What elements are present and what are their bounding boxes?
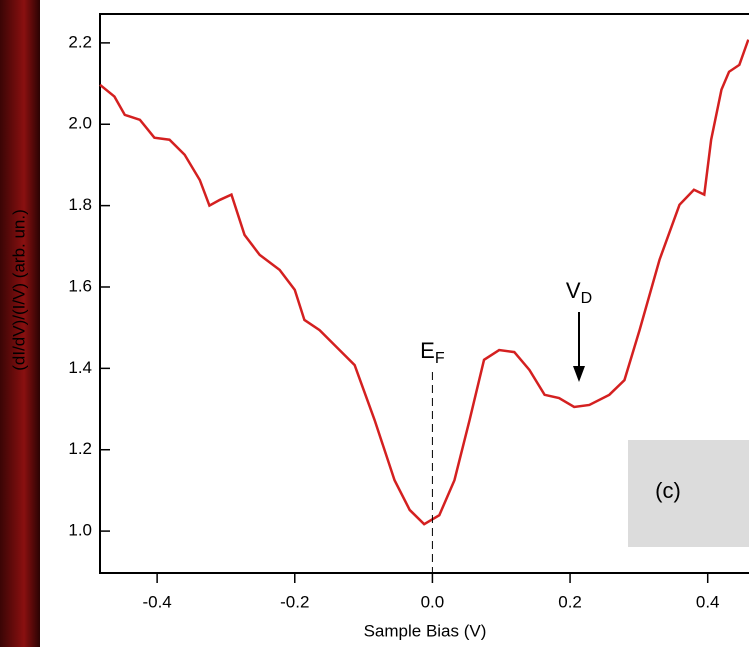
y-tick-label: 1.0: [68, 521, 92, 540]
y-tick-label: 2.2: [68, 32, 92, 51]
y-tick-label: 1.2: [68, 439, 92, 458]
x-tick-label: 0.0: [421, 592, 445, 611]
annotation-subscript: D: [581, 290, 593, 307]
annotation-subscript: F: [435, 350, 445, 367]
annotation: VD: [566, 278, 592, 307]
panel-label: (c): [655, 478, 681, 503]
annotation-text: E: [420, 338, 435, 363]
x-axis-title: Sample Bias (V): [364, 621, 487, 640]
annotation: EF: [420, 338, 445, 367]
y-tick-label: 1.6: [68, 276, 92, 295]
y-tick-label: 1.8: [68, 195, 92, 214]
arrow-head: [573, 366, 586, 382]
data-line: [99, 39, 749, 526]
background-strip: [0, 0, 40, 647]
y-axis-title: (dI/dV)/(I/V) (arb. un.): [9, 209, 28, 371]
plot-frame: [99, 13, 749, 574]
x-tick-label: -0.2: [280, 592, 309, 611]
label-box: [628, 440, 749, 547]
y-tick-label: 2.0: [68, 114, 92, 133]
x-tick-label: 0.2: [558, 592, 582, 611]
y-tick-label: 1.4: [68, 358, 92, 377]
annotation-text: V: [566, 278, 581, 303]
x-tick-label: -0.4: [142, 592, 171, 611]
x-tick-label: 0.4: [696, 592, 720, 611]
